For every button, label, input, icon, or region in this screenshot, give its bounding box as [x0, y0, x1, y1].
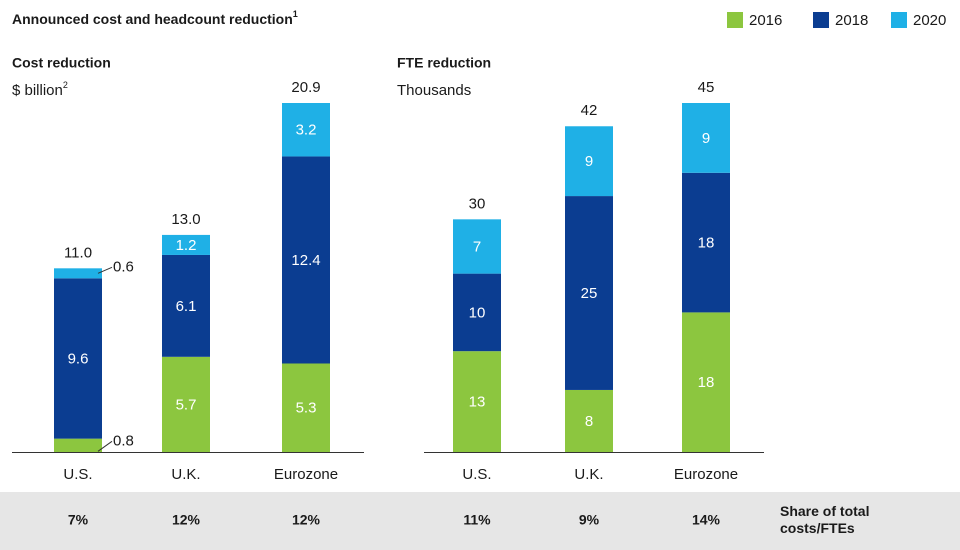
bar-segment — [282, 103, 330, 157]
bar-segment — [54, 278, 102, 439]
share-label: 12% — [292, 512, 321, 528]
title-text: Announced cost and headcount reduction — [12, 11, 293, 27]
bar-segment — [162, 254, 210, 357]
chart-subtitle: $ billion2 — [12, 80, 68, 99]
value-label: 5.3 — [296, 400, 317, 417]
bar-segment — [282, 363, 330, 452]
total-label: 30 — [469, 195, 486, 212]
value-label: 10 — [469, 304, 486, 321]
legend-label: 2018 — [835, 12, 868, 29]
bar-segment — [162, 356, 210, 452]
x-tick-label: U.K. — [574, 466, 603, 483]
x-tick-label: U.K. — [171, 466, 200, 483]
value-label: 6.1 — [176, 298, 197, 315]
bar-segment — [682, 103, 730, 173]
share-label: 14% — [692, 512, 721, 528]
page-title: Announced cost and headcount reduction1 — [12, 9, 298, 26]
chart-subtitle: Thousands — [397, 82, 471, 99]
legend-swatch — [891, 12, 907, 28]
subtitle-text: Thousands — [397, 82, 471, 99]
bar-segment — [453, 351, 501, 452]
bar-segment — [565, 126, 613, 197]
value-label: 25 — [581, 285, 598, 302]
total-label: 45 — [698, 79, 715, 96]
total-label: 11.0 — [64, 244, 92, 261]
legend-swatch — [813, 12, 829, 28]
chart-title: Cost reduction — [12, 55, 111, 71]
share-title: Share of total costs/FTEs — [780, 503, 869, 536]
value-label: 8 — [585, 413, 593, 430]
value-label: 9.6 — [68, 350, 89, 367]
subtitle-footnote: 2 — [63, 80, 68, 90]
x-tick-label: Eurozone — [274, 466, 338, 483]
bar-segment — [682, 172, 730, 313]
share-label: 7% — [68, 512, 89, 528]
title-footnote: 1 — [293, 9, 298, 19]
value-label: 1.2 — [176, 237, 197, 254]
total-label: 13.0 — [171, 211, 200, 228]
bar-segment — [565, 196, 613, 390]
share-band — [0, 492, 960, 550]
value-label: 9 — [702, 130, 710, 147]
x-tick-label: U.S. — [63, 466, 92, 483]
x-tick-label: U.S. — [462, 466, 491, 483]
value-label: 3.2 — [296, 122, 317, 139]
value-label: 9 — [585, 153, 593, 170]
value-label: 0.8 — [113, 432, 134, 449]
bar-segment — [565, 389, 613, 452]
share-label: 9% — [579, 512, 600, 528]
bar-segment — [54, 438, 102, 452]
bar-segment — [162, 234, 210, 255]
share-label: 11% — [463, 512, 491, 528]
value-label: 18 — [698, 235, 715, 252]
value-label: 13 — [469, 394, 486, 411]
x-tick-label: Eurozone — [674, 466, 738, 483]
value-label: 7 — [473, 238, 481, 255]
bar-segment — [282, 156, 330, 364]
share-label: 12% — [172, 512, 201, 528]
chart-title: FTE reduction — [397, 55, 491, 71]
leader-line — [97, 440, 113, 452]
value-label: 12.4 — [291, 252, 320, 269]
legend-label: 2020 — [913, 12, 946, 29]
value-label: 18 — [698, 374, 715, 391]
total-label: 20.9 — [291, 79, 320, 96]
legend-swatch — [727, 12, 743, 28]
value-label: 0.6 — [113, 258, 134, 275]
subtitle-text: $ billion — [12, 82, 63, 99]
bar-segment — [453, 273, 501, 352]
bar-segment — [682, 312, 730, 452]
leader-line — [97, 266, 113, 274]
bar-segment — [453, 219, 501, 274]
legend-label: 2016 — [749, 12, 782, 29]
value-label: 5.7 — [176, 396, 197, 413]
total-label: 42 — [581, 102, 598, 119]
bar-segment — [54, 268, 102, 279]
